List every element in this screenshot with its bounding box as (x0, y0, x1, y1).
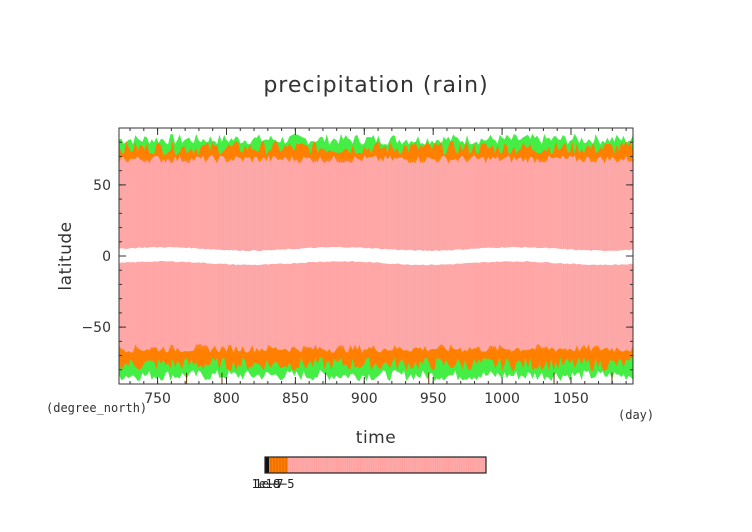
y-tick-label: −50 (81, 320, 111, 336)
colorbar-tick-label: 1e−7 (255, 477, 284, 491)
colorbar-segment (265, 457, 269, 473)
x-tick-label: 1050 (553, 391, 589, 407)
x-axis-label: time (356, 428, 396, 448)
x-axis: 750 800 850 900 950 1000 1050 (129, 128, 627, 407)
y-tick-label: 0 (102, 249, 111, 265)
x-tick-label: 950 (420, 391, 447, 407)
x-tick-label: 800 (213, 391, 240, 407)
x-tick-label: 1000 (484, 391, 520, 407)
colorbar-tick-label: 1e−9 (252, 477, 281, 491)
x-axis-units: (day) (618, 408, 654, 422)
y-tick-label: 50 (93, 178, 111, 194)
y-axis: 50 0 −50 (81, 141, 633, 371)
colorbar-frame (264, 456, 487, 474)
x-tick-label: 900 (351, 391, 378, 407)
chart-title: precipitation (rain) (263, 73, 488, 98)
colorbar-segment (269, 457, 288, 473)
colorbar-tick-label: 1e−5 (266, 477, 295, 491)
x-tick-label: 850 (282, 391, 309, 407)
x-tick-label: 750 (144, 391, 171, 407)
y-axis-label: latitude (56, 221, 76, 290)
colorbar: 1e−91e−71e−5 (252, 456, 487, 491)
plot-area (119, 133, 633, 384)
y-axis-units: (degree_north) (46, 401, 147, 415)
tropical-gap (119, 246, 633, 266)
